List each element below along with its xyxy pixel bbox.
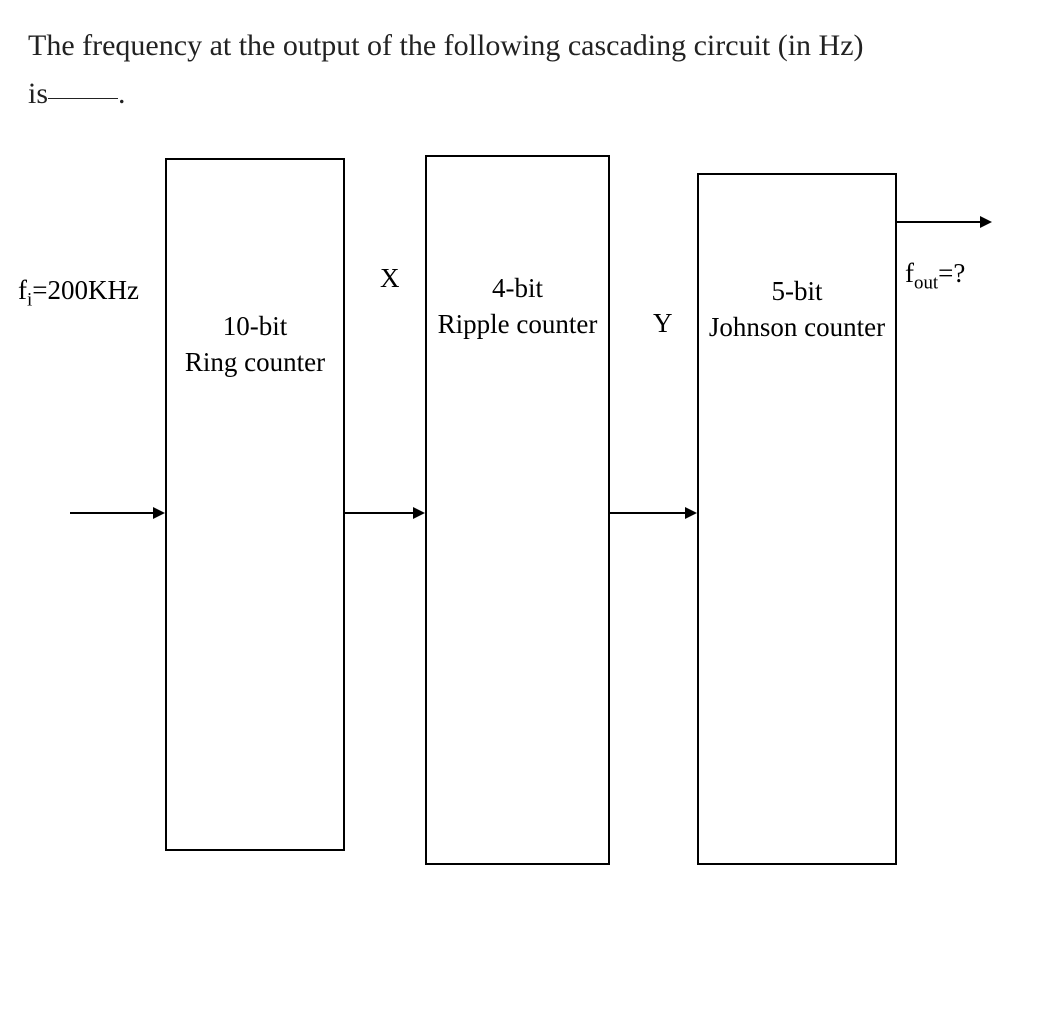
question-line2-prefix: is xyxy=(28,77,48,110)
question-line2-suffix: . xyxy=(118,77,126,110)
ring-counter-label: 10-bitRing counter xyxy=(167,308,343,381)
ring-counter-box: 10-bitRing counter xyxy=(165,158,345,851)
ripple-counter-label: 4-bitRipple counter xyxy=(427,270,608,343)
cascading-circuit-diagram: fi=200KHz 10-bitRing counter 4-bitRipple c… xyxy=(0,150,1044,870)
output-arrow xyxy=(891,214,998,230)
johnson-counter-label: 5-bitJohnson counter xyxy=(699,273,895,346)
signal-X-arrow xyxy=(339,505,431,521)
question-line1: The frequency at the output of the follo… xyxy=(28,29,864,62)
ripple-counter-box: 4-bitRipple counter xyxy=(425,155,610,865)
johnson-counter-box: 5-bitJohnson counter xyxy=(697,173,897,865)
signal-X-label: X xyxy=(380,263,400,294)
answer-blank xyxy=(48,98,118,99)
signal-Y-label: Y xyxy=(653,308,673,339)
question-text: The frequency at the output of the follo… xyxy=(28,22,864,118)
input-freq-label: fi=200KHz xyxy=(18,275,139,311)
signal-Y-arrow xyxy=(604,505,703,521)
input-arrow xyxy=(64,505,171,521)
output-freq-label: fout=? xyxy=(905,258,965,294)
